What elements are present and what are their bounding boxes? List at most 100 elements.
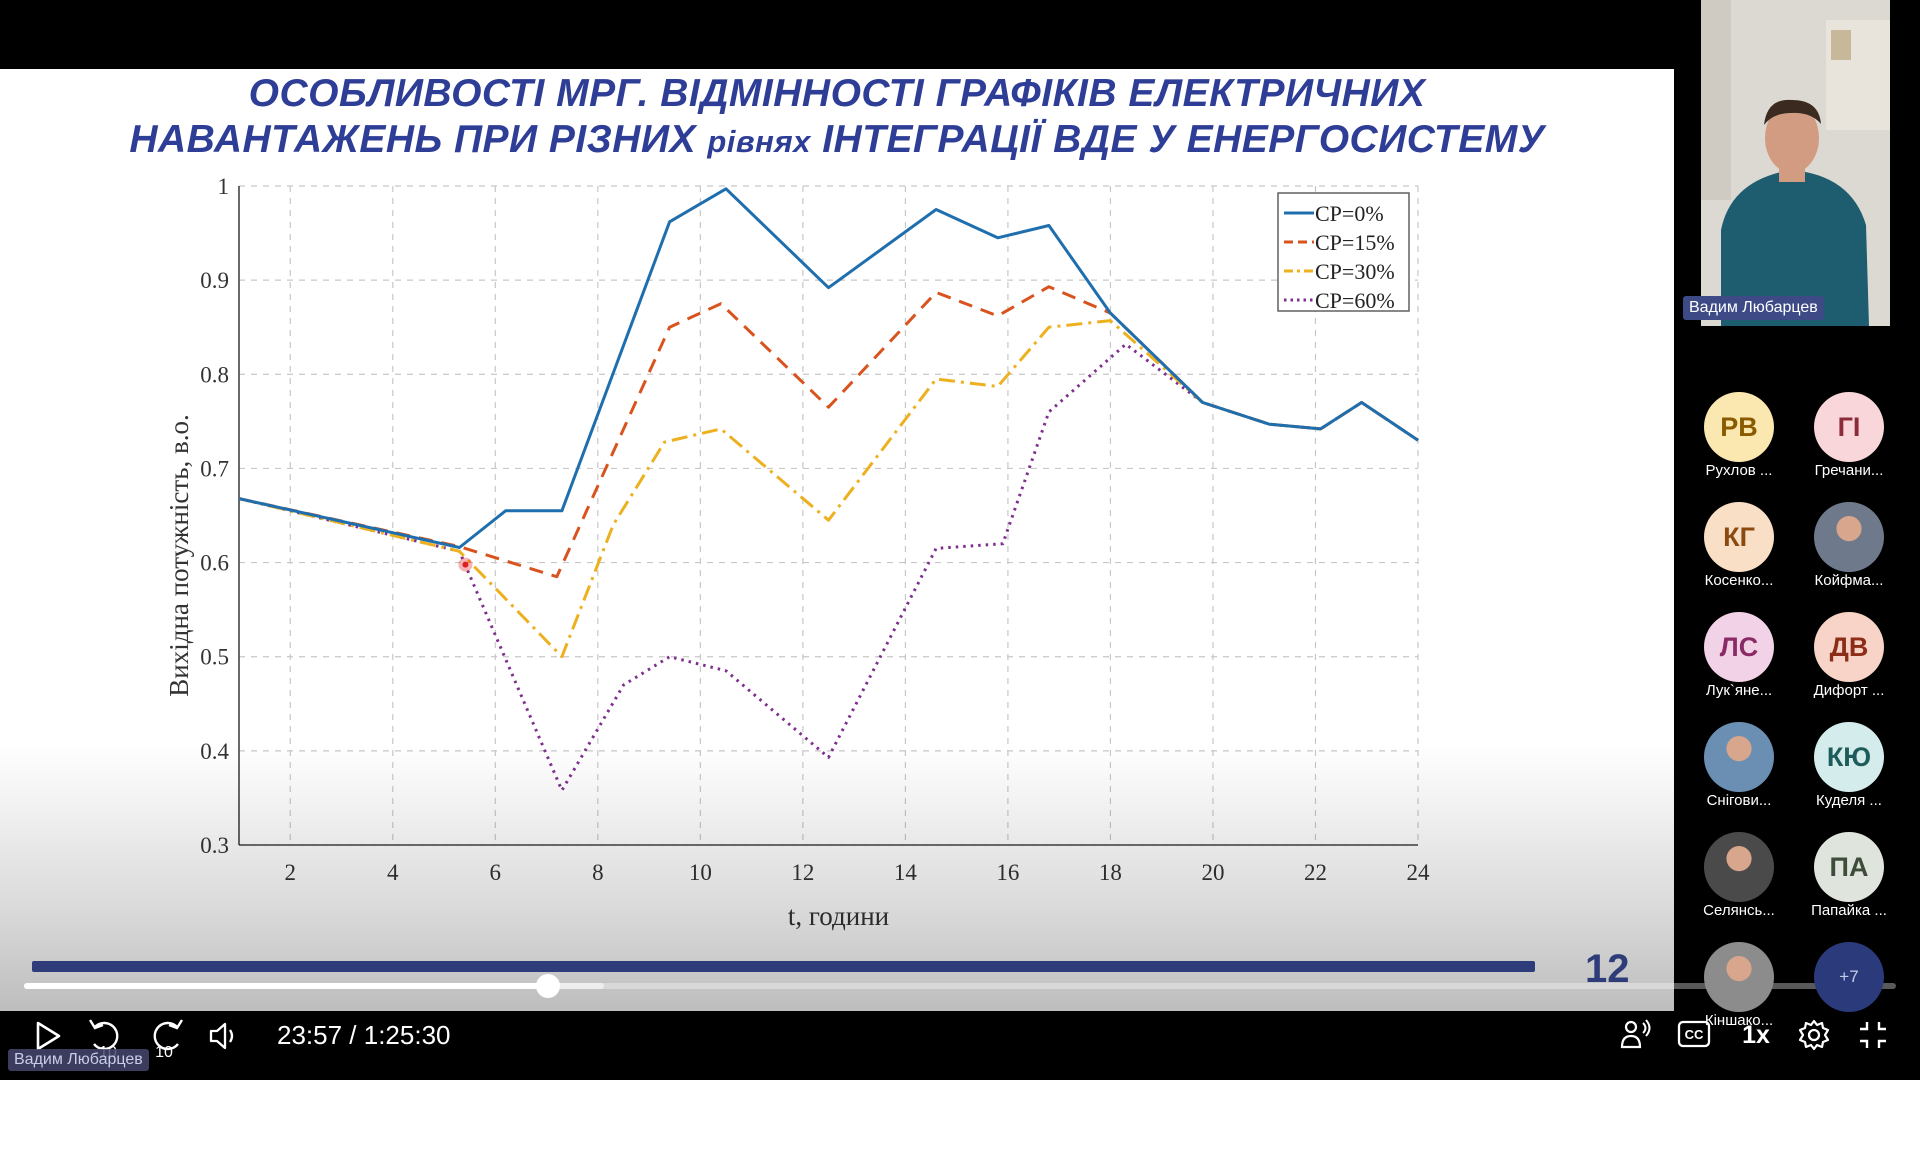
cc-icon: CC bbox=[1677, 1020, 1711, 1048]
pointer-dot bbox=[462, 561, 469, 568]
slide-footer-bar bbox=[32, 961, 1535, 972]
audio-description-icon bbox=[1620, 1019, 1651, 1049]
audio-description-button[interactable] bbox=[1618, 1016, 1654, 1052]
participant-avatar: РВ bbox=[1704, 392, 1774, 462]
x-tick-label: 20 bbox=[1201, 860, 1224, 885]
participant-name: Косенко... bbox=[1704, 572, 1774, 589]
presenter-camera bbox=[1701, 0, 1890, 326]
y-tick-label: 0.7 bbox=[200, 456, 229, 481]
slide-title: ОСОБЛИВОСТІ МРГ. ВІДМІННОСТІ ГРАФІКІВ ЕЛ… bbox=[0, 71, 1674, 165]
participant-avatar: КГ bbox=[1704, 502, 1774, 572]
presentation-slide: ОСОБЛИВОСТІ МРГ. ВІДМІННОСТІ ГРАФІКІВ ЕЛ… bbox=[0, 69, 1674, 1011]
y-tick-label: 0.8 bbox=[200, 362, 229, 387]
time-display: 23:57 / 1:25:30 bbox=[277, 1020, 451, 1051]
exit-fullscreen-icon bbox=[1860, 1022, 1886, 1048]
play-button[interactable] bbox=[28, 1016, 68, 1056]
time-separator: / bbox=[342, 1020, 364, 1050]
participant-tile[interactable]: КЮ Куделя ... bbox=[1794, 722, 1904, 809]
legend-label: СР=15% bbox=[1315, 230, 1395, 255]
slide-title-line1: ОСОБЛИВОСТІ МРГ. ВІДМІННОСТІ ГРАФІКІВ ЕЛ… bbox=[248, 72, 1426, 115]
slide-number: 12 bbox=[1585, 947, 1630, 991]
camera-name-tag: Вадим Любарцев bbox=[1683, 296, 1824, 320]
participant-avatar: ДВ bbox=[1814, 612, 1884, 682]
x-tick-label: 24 bbox=[1407, 860, 1431, 885]
participant-name: Койфма... bbox=[1814, 572, 1884, 589]
x-axis-label: t, години bbox=[788, 901, 889, 931]
participant-tile[interactable]: Селянсь... bbox=[1684, 832, 1794, 919]
participant-tile[interactable]: Койфма... bbox=[1794, 502, 1904, 589]
progress-track[interactable] bbox=[24, 983, 1896, 989]
participant-tile[interactable]: ДВ Дифорт ... bbox=[1794, 612, 1904, 699]
x-tick-label: 6 bbox=[490, 860, 502, 885]
participant-name: Гречани... bbox=[1814, 462, 1884, 479]
captions-button[interactable]: CC bbox=[1676, 1018, 1712, 1050]
skip-forward-button[interactable]: 10 bbox=[146, 1014, 186, 1060]
playback-speed-button[interactable]: 1x bbox=[1742, 1020, 1770, 1049]
presenter-video bbox=[1701, 0, 1890, 326]
settings-button[interactable] bbox=[1796, 1017, 1832, 1053]
participant-tile[interactable]: Кіншако... bbox=[1684, 942, 1794, 1029]
series-line bbox=[238, 319, 1419, 659]
presenter-tag: Вадим Любарцев bbox=[8, 1049, 149, 1071]
exit-fullscreen-button[interactable] bbox=[1856, 1018, 1890, 1052]
duration: 1:25:30 bbox=[363, 1020, 451, 1050]
participant-avatar: ЛС bbox=[1704, 612, 1774, 682]
slide-title-line2: НАВАНТАЖЕНЬ ПРИ РІЗНИХ рівнях ІНТЕГРАЦІЇ… bbox=[0, 117, 1674, 165]
y-tick-label: 1 bbox=[218, 174, 230, 199]
legend-label: СР=30% bbox=[1315, 259, 1395, 284]
x-tick-label: 4 bbox=[387, 860, 399, 885]
legend-label: СР=0% bbox=[1315, 201, 1384, 226]
play-icon bbox=[36, 1021, 61, 1051]
more-participants-button[interactable]: +7 bbox=[1794, 942, 1904, 1012]
participant-name: Папайка ... bbox=[1811, 902, 1887, 919]
x-tick-label: 22 bbox=[1304, 860, 1327, 885]
participant-tile[interactable]: ЛС Лук`яне... bbox=[1684, 612, 1794, 699]
slide-title-line2a: НАВАНТАЖЕНЬ ПРИ РІЗНИХ bbox=[129, 118, 708, 161]
participant-avatar bbox=[1704, 942, 1774, 1012]
participant-avatar: ПА bbox=[1814, 832, 1884, 902]
slide-title-line2c: ІНТЕГРАЦІЇ ВДЕ У ЕНЕРГОСИСТЕМУ bbox=[810, 118, 1545, 161]
y-axis-label: Вихідна потужність, в.о. bbox=[164, 414, 194, 697]
y-tick-label: 0.9 bbox=[200, 268, 229, 293]
line-chart: 246810121416182022240.30.40.50.60.70.80.… bbox=[164, 174, 1431, 931]
participant-tile[interactable]: ГІ Гречани... bbox=[1794, 392, 1904, 479]
x-tick-label: 8 bbox=[592, 860, 604, 885]
participant-name: Куделя ... bbox=[1816, 792, 1882, 809]
participant-name: Дифорт ... bbox=[1813, 682, 1885, 699]
video-player[interactable]: ОСОБЛИВОСТІ МРГ. ВІДМІННОСТІ ГРАФІКІВ ЕЛ… bbox=[0, 0, 1920, 1080]
participant-name: Кіншако... bbox=[1704, 1012, 1774, 1029]
x-tick-label: 10 bbox=[689, 860, 712, 885]
participant-avatar: КЮ bbox=[1814, 722, 1884, 792]
participant-tile[interactable]: КГ Косенко... bbox=[1684, 502, 1794, 589]
participant-name: Снігови... bbox=[1706, 792, 1772, 809]
participant-tile[interactable]: Снігови... bbox=[1684, 722, 1794, 809]
participant-avatar bbox=[1814, 502, 1884, 572]
y-tick-label: 0.3 bbox=[200, 833, 229, 858]
progress-knob[interactable] bbox=[536, 974, 561, 998]
x-tick-label: 2 bbox=[285, 860, 297, 885]
fast-forward-icon: 10 bbox=[153, 1019, 184, 1060]
x-tick-label: 18 bbox=[1099, 860, 1122, 885]
y-tick-label: 0.4 bbox=[200, 739, 229, 764]
x-tick-label: 16 bbox=[996, 860, 1019, 885]
participant-avatar: ГІ bbox=[1814, 392, 1884, 462]
x-tick-label: 12 bbox=[791, 860, 814, 885]
series-line bbox=[238, 187, 1419, 549]
gear-icon bbox=[1798, 1019, 1830, 1051]
participant-avatar bbox=[1704, 832, 1774, 902]
participant-tile[interactable]: РВ Рухлов ... bbox=[1684, 392, 1794, 479]
participant-name: Лук`яне... bbox=[1705, 682, 1773, 699]
participant-name: Рухлов ... bbox=[1705, 462, 1773, 479]
participant-tile[interactable]: ПА Папайка ... bbox=[1794, 832, 1904, 919]
y-tick-label: 0.5 bbox=[200, 645, 229, 670]
series-line bbox=[238, 342, 1419, 792]
current-time: 23:57 bbox=[277, 1020, 343, 1050]
speaker-icon bbox=[209, 1022, 234, 1050]
svg-text:CC: CC bbox=[1685, 1027, 1704, 1042]
progress-played bbox=[24, 983, 549, 989]
series-line bbox=[238, 285, 1419, 579]
x-tick-label: 14 bbox=[894, 860, 918, 885]
participant-avatar bbox=[1704, 722, 1774, 792]
volume-button[interactable] bbox=[206, 1018, 242, 1054]
slide-title-line2b: рівнях bbox=[707, 124, 811, 159]
